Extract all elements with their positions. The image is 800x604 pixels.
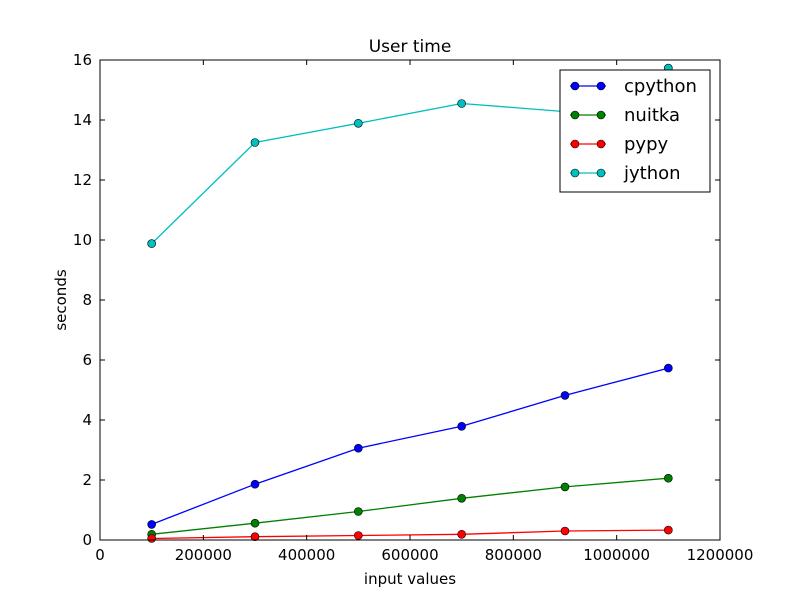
legend-marker-cpython — [570, 81, 580, 91]
y-tick-label: 12 — [73, 171, 92, 189]
legend-label-cpython: cpython — [624, 76, 697, 97]
data-point-cpython — [147, 520, 156, 529]
data-point-cpython — [250, 479, 260, 489]
legend-label-pypy: pypy — [624, 134, 669, 155]
series-line-cpython — [151, 367, 669, 526]
data-point-nuitka — [560, 482, 570, 492]
chart-title: User time — [369, 37, 452, 57]
data-point-jython — [250, 138, 260, 147]
data-point-cpython — [664, 363, 673, 373]
legend: cpython nuitka pypy jython — [559, 69, 711, 193]
data-point-pypy — [354, 531, 363, 540]
y-tick-label: 6 — [82, 351, 92, 369]
x-tick-label: 400000 — [278, 546, 335, 564]
y-axis-label: seconds — [52, 269, 70, 330]
x-tick-label: 800000 — [485, 546, 542, 564]
data-point-pypy — [664, 525, 673, 535]
legend-marker-nuitka — [596, 110, 606, 120]
x-tick-label: 600000 — [381, 546, 438, 564]
y-tick-label: 4 — [82, 411, 92, 429]
legend-marker-jython — [596, 168, 606, 178]
data-point-jython — [147, 239, 156, 248]
x-tick-label: 1200000 — [687, 546, 754, 564]
series-line-nuitka — [151, 477, 669, 535]
legend-label-jython: jython — [623, 163, 681, 184]
legend-box — [559, 69, 711, 193]
data-point-nuitka — [354, 507, 363, 516]
legend-label-nuitka: nuitka — [624, 105, 680, 126]
data-point-nuitka — [457, 493, 466, 503]
data-point-nuitka — [664, 473, 673, 483]
legend-marker-nuitka — [570, 110, 580, 120]
y-tick-label: 0 — [82, 531, 92, 549]
data-point-pypy — [147, 534, 156, 543]
data-point-cpython — [457, 421, 466, 431]
x-tick-label: 0 — [95, 546, 105, 564]
legend-marker-pypy — [570, 139, 580, 149]
data-point-cpython — [354, 443, 363, 453]
y-tick-label: 8 — [82, 291, 92, 309]
y-tick-label: 2 — [82, 471, 92, 489]
x-axis-label: input values — [364, 570, 456, 588]
axis-ticks: 0 200000 400000 600000 800000 1000000 1200000 0… — [73, 51, 754, 564]
data-point-pypy — [457, 529, 466, 539]
data-point-jython — [457, 99, 466, 108]
series-line-pypy — [151, 529, 669, 540]
legend-marker-pypy — [596, 139, 606, 149]
legend-marker-cpython — [596, 81, 606, 91]
x-tick-label: 200000 — [175, 546, 232, 564]
x-tick-label: 1000000 — [583, 546, 650, 564]
data-point-nuitka — [250, 518, 260, 528]
y-tick-label: 10 — [73, 231, 92, 249]
data-point-cpython — [560, 391, 570, 400]
data-point-jython — [354, 119, 363, 128]
legend-marker-jython — [570, 168, 580, 178]
data-point-pypy — [250, 532, 260, 542]
data-point-pypy — [560, 526, 570, 536]
y-tick-label: 14 — [73, 111, 92, 129]
y-tick-label: 16 — [73, 51, 92, 69]
